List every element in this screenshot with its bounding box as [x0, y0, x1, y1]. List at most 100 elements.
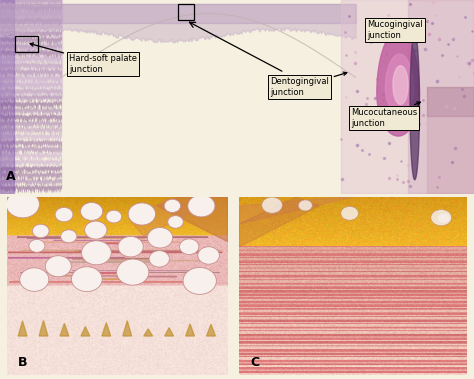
Point: [337, 136, 345, 142]
Circle shape: [198, 247, 219, 264]
Circle shape: [32, 224, 49, 238]
Point: [415, 121, 422, 127]
Point: [358, 147, 366, 153]
Circle shape: [55, 207, 73, 222]
Point: [371, 96, 379, 102]
Point: [351, 60, 359, 66]
Point: [421, 121, 428, 127]
Point: [429, 0, 437, 5]
Polygon shape: [393, 66, 408, 104]
Polygon shape: [186, 324, 194, 336]
Point: [465, 63, 473, 69]
Polygon shape: [157, 197, 228, 242]
Point: [346, 13, 353, 19]
Point: [394, 65, 402, 71]
Point: [373, 76, 381, 82]
Point: [442, 102, 450, 108]
Polygon shape: [377, 31, 419, 136]
Point: [465, 60, 473, 66]
Point: [404, 179, 411, 185]
Circle shape: [431, 210, 452, 226]
Circle shape: [188, 195, 215, 217]
Point: [383, 51, 390, 57]
Point: [397, 84, 404, 90]
Polygon shape: [385, 54, 414, 112]
Point: [389, 109, 396, 115]
Polygon shape: [39, 321, 48, 336]
Point: [433, 78, 440, 84]
Circle shape: [149, 251, 169, 267]
Polygon shape: [18, 321, 27, 336]
Circle shape: [46, 256, 71, 277]
Point: [404, 162, 412, 168]
Point: [377, 111, 385, 117]
Point: [363, 101, 370, 107]
Point: [454, 53, 461, 60]
Point: [421, 46, 429, 52]
Circle shape: [6, 191, 39, 218]
Point: [380, 97, 387, 103]
Point: [448, 159, 456, 165]
Polygon shape: [144, 329, 153, 336]
Circle shape: [85, 221, 107, 239]
Point: [363, 32, 370, 38]
Point: [435, 36, 443, 42]
Point: [431, 13, 439, 19]
Point: [450, 105, 458, 111]
Point: [470, 70, 474, 76]
Point: [381, 155, 388, 161]
Circle shape: [117, 259, 149, 285]
Bar: [15, 36, 38, 52]
Point: [468, 28, 474, 34]
Polygon shape: [128, 197, 194, 236]
Circle shape: [81, 202, 103, 221]
Point: [428, 20, 436, 26]
Point: [365, 150, 373, 157]
Circle shape: [128, 203, 155, 225]
Text: Hard-soft palate
junction: Hard-soft palate junction: [30, 43, 137, 74]
Point: [351, 49, 359, 55]
Point: [385, 140, 392, 146]
Point: [419, 97, 427, 103]
Point: [341, 29, 348, 35]
Point: [339, 176, 346, 182]
Bar: [178, 4, 194, 20]
Circle shape: [118, 236, 143, 257]
Circle shape: [341, 207, 358, 220]
Polygon shape: [239, 197, 319, 247]
Point: [462, 14, 469, 20]
Polygon shape: [239, 197, 353, 224]
Point: [373, 33, 381, 39]
Circle shape: [437, 213, 450, 223]
Point: [363, 34, 370, 41]
Polygon shape: [60, 323, 69, 336]
Point: [438, 52, 446, 58]
Text: C: C: [251, 356, 260, 369]
Point: [468, 57, 474, 63]
Point: [423, 18, 431, 24]
Point: [425, 31, 432, 37]
Circle shape: [106, 210, 122, 223]
Point: [450, 36, 457, 42]
Circle shape: [29, 240, 45, 252]
Point: [399, 179, 407, 185]
Polygon shape: [102, 323, 111, 336]
Point: [364, 95, 371, 101]
Circle shape: [147, 227, 173, 248]
Point: [411, 47, 419, 53]
Circle shape: [82, 241, 111, 265]
Text: B: B: [18, 356, 27, 369]
Polygon shape: [81, 327, 90, 336]
Point: [379, 58, 387, 64]
Point: [364, 108, 372, 114]
Point: [406, 1, 414, 7]
Point: [436, 174, 443, 180]
Point: [379, 91, 387, 97]
Point: [393, 172, 401, 178]
Point: [433, 184, 441, 190]
Point: [412, 83, 419, 89]
Text: Mucocutaneous
junction: Mucocutaneous junction: [351, 102, 420, 128]
Point: [353, 88, 361, 94]
Polygon shape: [410, 33, 419, 180]
Point: [406, 183, 414, 189]
